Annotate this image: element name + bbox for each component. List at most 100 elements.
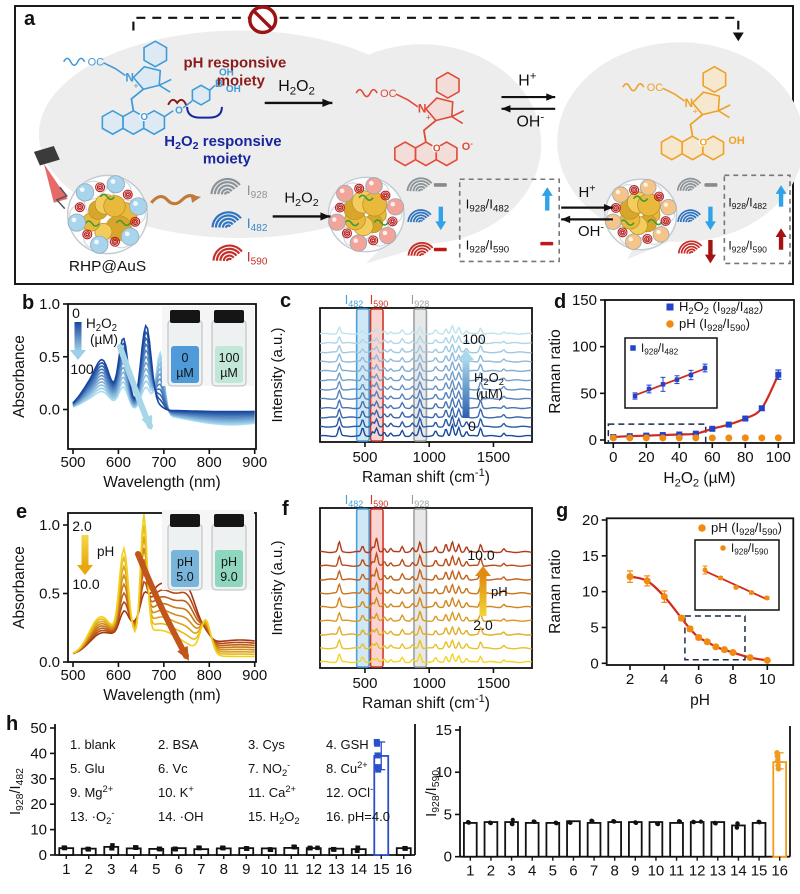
- y-tick-label: 0.5: [39, 349, 60, 366]
- svg-text:OH: OH: [728, 135, 745, 147]
- legend-item: 11. Ca2+: [248, 784, 296, 800]
- peak-928-icon: [210, 178, 241, 195]
- raman-peak-icon: [407, 209, 432, 223]
- vial-label: 9.0: [220, 570, 237, 584]
- unchanged-indicator: [540, 241, 554, 246]
- vial-label: 100: [219, 351, 240, 365]
- raman-peak-icon: [407, 241, 434, 257]
- plot-frame: [605, 517, 795, 666]
- x-tick-label: 40: [671, 449, 688, 466]
- x-tick-label: 1000: [413, 449, 446, 466]
- raman-spectrum-curve: [320, 333, 532, 345]
- data-point: [590, 819, 595, 824]
- oh-minus-label: OH-: [517, 112, 545, 131]
- plot-frame: [319, 307, 533, 443]
- data-point: [331, 847, 337, 852]
- data-point: [643, 577, 651, 585]
- x-tick-label: 1: [466, 863, 474, 880]
- legend-item: 16. pH=4.0: [326, 809, 390, 824]
- svg-text:OC: OC: [380, 88, 397, 100]
- legend-item: 13. ·O2-: [70, 808, 114, 826]
- decrease-arrow-icon: [704, 239, 716, 264]
- legend-item: 3. Cys: [248, 737, 285, 752]
- y-tick-label: 20: [30, 796, 47, 813]
- panel-label-g: g: [556, 500, 569, 522]
- data-point: [609, 434, 617, 442]
- panel-d-ratio-vs-h2o2-chart: 0 20 40 60 80 100 0 50 100 150 H2O2 (µM) Raman rati…: [547, 292, 795, 489]
- data-point: [666, 303, 674, 311]
- raman-spectrum-curve: [319, 387, 532, 400]
- bar: [586, 822, 602, 858]
- data-point: [774, 434, 782, 442]
- x-tick-label: 3: [507, 863, 515, 880]
- band-label: I590: [370, 493, 389, 509]
- bar: [710, 821, 726, 858]
- raman-spectrum-curve: [319, 378, 532, 391]
- bar: [504, 821, 519, 858]
- svg-text:+: +: [426, 113, 431, 123]
- panel-label-c: c: [280, 290, 292, 312]
- i928-label: I928: [247, 182, 268, 201]
- data-point: [374, 752, 381, 759]
- data-point: [741, 434, 749, 442]
- data-point: [774, 753, 781, 759]
- bar: [689, 821, 705, 858]
- panel-label-h: h: [6, 713, 19, 735]
- data-point: [666, 320, 674, 328]
- ratio-928-590: I928/I590: [728, 239, 767, 254]
- raman-spectrum-curve: [319, 610, 532, 623]
- x-tick-label: 2: [85, 861, 93, 878]
- data-point: [708, 434, 716, 442]
- data-point: [109, 846, 115, 851]
- x-axis-label: Wavelength (nm): [103, 687, 220, 704]
- ph-moiety-brace: [167, 99, 188, 106]
- data-point: [688, 372, 694, 378]
- data-point: [466, 820, 472, 825]
- bar: [607, 821, 622, 858]
- vial-label: pH: [221, 555, 237, 569]
- svg-text:N: N: [418, 102, 427, 116]
- x-tick-label: 8: [729, 671, 737, 688]
- arrow-unit-label: (µM): [90, 332, 118, 347]
- h-plus-label: H+: [518, 70, 537, 89]
- x-tick-label: 9: [242, 861, 250, 878]
- data-point: [554, 821, 559, 826]
- vial-label: 5.0: [176, 570, 193, 584]
- absorbance-curve: [72, 323, 255, 413]
- x-tick-label: 4: [528, 863, 536, 880]
- legend-label: pH (I928/I590): [711, 520, 782, 537]
- data-point: [62, 845, 68, 851]
- data-point: [718, 575, 723, 581]
- legend-item: 15. H2O2: [248, 809, 300, 826]
- data-point: [626, 573, 634, 581]
- y-tick-label: 0: [39, 847, 47, 864]
- raman-spectrum-curve: [319, 406, 532, 419]
- increase-arrow-icon: [775, 228, 787, 250]
- x-tick-label: 6: [694, 671, 702, 688]
- svg-text:O: O: [175, 106, 183, 117]
- x-axis-label: Raman shift (cm-1): [362, 693, 490, 712]
- legend-item: 5. Glu: [70, 761, 105, 776]
- x-tick-label: 5: [549, 863, 557, 880]
- arrow-analyte-label: H2O2: [86, 316, 117, 334]
- data-point: [775, 371, 782, 378]
- x-tick-label: 9: [631, 863, 639, 880]
- raman-spectrum-curve: [319, 566, 532, 581]
- bar: [669, 822, 684, 858]
- x-tick-label: 900: [242, 667, 267, 684]
- data-point: [157, 846, 163, 852]
- decrease-arrow-icon: [435, 206, 447, 231]
- ratio-928-590: I928/I590: [466, 238, 509, 256]
- unchanged-indicator: [433, 247, 447, 252]
- arrow-end-label: 100: [70, 361, 94, 377]
- arrow-start-label: 2.0: [473, 617, 493, 633]
- absorbance-curve: [72, 513, 255, 658]
- no-entry-icon: [248, 5, 278, 35]
- x-tick-label: 700: [151, 454, 176, 471]
- data-point: [355, 845, 361, 851]
- arrow-start-label: 0: [468, 418, 476, 434]
- data-point: [244, 846, 250, 851]
- x-tick-label: 700: [151, 667, 176, 684]
